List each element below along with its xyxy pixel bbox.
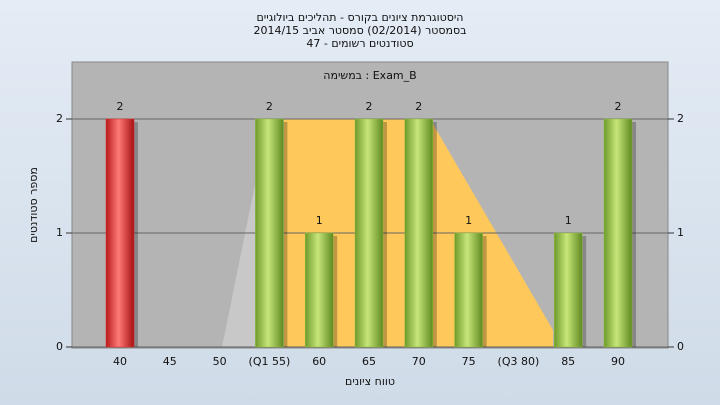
- bar: [553, 232, 583, 348]
- x-tick-label: 90: [611, 355, 625, 368]
- x-tick-label: (Q1 55): [249, 355, 291, 368]
- data-label: 1: [465, 214, 472, 227]
- data-label: 1: [316, 214, 323, 227]
- y2-tick-label: 1: [677, 226, 684, 239]
- data-label: 2: [117, 100, 124, 113]
- y-tick-label: 0: [56, 340, 63, 353]
- bar: [105, 118, 135, 348]
- x-tick-label: 45: [163, 355, 177, 368]
- data-label: 2: [615, 100, 622, 113]
- x-tick-label: 40: [113, 355, 127, 368]
- plot: 0 0 1 1 2 2 40 2 45 50 (Q1 55) 2 60 1 65 2 70 2 75 1 (Q3 80)…: [56, 100, 684, 368]
- chart-subtitle: סטודנטים רשומים - 47: [306, 37, 413, 50]
- y-tick-label: 1: [56, 226, 63, 239]
- chart-subtitle: בסמסטר (02/2014) סמסטר אביב 2014/15: [253, 24, 466, 37]
- bar: [603, 118, 633, 348]
- chart-title: היסטוגרמת ציונים בקורס - תהליכים ביולוגי…: [257, 11, 464, 24]
- x-tick-label: 60: [312, 355, 326, 368]
- bar: [255, 118, 284, 348]
- x-tick-label: 50: [213, 355, 227, 368]
- bar: [404, 118, 434, 348]
- data-label: 2: [266, 100, 273, 113]
- x-axis-label: טווח ציונים: [345, 375, 395, 388]
- annotation: במשימה : Exam_B: [323, 69, 416, 82]
- y-tick-label: 2: [56, 112, 63, 125]
- bar: [304, 232, 334, 348]
- y-axis-label: מספר סטודנטים: [27, 167, 40, 243]
- x-tick-label: (Q3 80): [498, 355, 540, 368]
- y2-tick-label: 2: [677, 112, 684, 125]
- data-label: 1: [565, 214, 572, 227]
- data-label: 2: [366, 100, 373, 113]
- x-tick-label: 65: [362, 355, 376, 368]
- distribution-shape: [222, 170, 258, 347]
- x-tick-label: 70: [412, 355, 426, 368]
- bar: [454, 232, 483, 348]
- bar: [354, 118, 384, 348]
- data-label: 2: [415, 100, 422, 113]
- x-tick-label: 75: [462, 355, 476, 368]
- y2-tick-label: 0: [677, 340, 684, 353]
- x-tick-label: 85: [561, 355, 575, 368]
